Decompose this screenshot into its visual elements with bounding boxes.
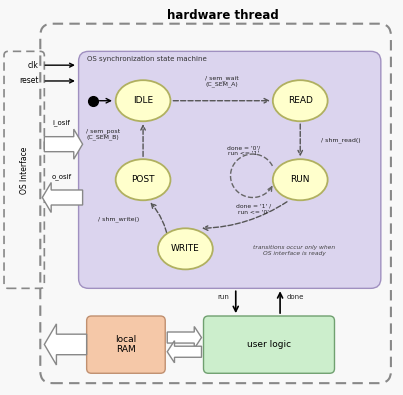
- FancyBboxPatch shape: [204, 316, 334, 373]
- Text: / sem_wait
(C_SEM_A): / sem_wait (C_SEM_A): [205, 75, 239, 87]
- Ellipse shape: [273, 159, 328, 200]
- Text: / shm_read(): / shm_read(): [321, 137, 360, 143]
- Polygon shape: [42, 182, 83, 213]
- Text: OS Interface: OS Interface: [20, 146, 29, 194]
- Polygon shape: [44, 324, 87, 365]
- Text: OS synchronization state machine: OS synchronization state machine: [87, 56, 206, 62]
- Text: user logic: user logic: [247, 340, 291, 349]
- Text: IDLE: IDLE: [133, 96, 153, 105]
- Text: local
RAM: local RAM: [115, 335, 137, 354]
- Text: o_osif: o_osif: [52, 173, 71, 180]
- Ellipse shape: [273, 80, 328, 121]
- Text: / sem_post
(C_SEM_B): / sem_post (C_SEM_B): [86, 128, 120, 140]
- Text: done = '1' /
run <= '0': done = '1' / run <= '0': [236, 204, 272, 215]
- Text: WRITE: WRITE: [171, 245, 200, 253]
- Ellipse shape: [158, 228, 213, 269]
- Text: run: run: [218, 294, 230, 300]
- Text: done: done: [286, 294, 303, 300]
- Text: hardware thread: hardware thread: [167, 9, 278, 22]
- Text: RUN: RUN: [291, 175, 310, 184]
- Ellipse shape: [116, 80, 170, 121]
- Text: POST: POST: [131, 175, 155, 184]
- Text: reset: reset: [19, 77, 38, 85]
- Text: / shm_write(): / shm_write(): [98, 216, 139, 222]
- Polygon shape: [44, 129, 83, 159]
- Ellipse shape: [116, 159, 170, 200]
- Text: i_osif: i_osif: [52, 120, 71, 126]
- Polygon shape: [167, 326, 202, 349]
- Polygon shape: [167, 340, 202, 363]
- Text: done = '0'/
run <= '1': done = '0'/ run <= '1': [227, 145, 260, 156]
- Text: transitions occur only when
OS interface is ready: transitions occur only when OS interface…: [253, 245, 335, 256]
- FancyBboxPatch shape: [79, 51, 381, 288]
- Text: clk: clk: [27, 61, 38, 70]
- Text: READ: READ: [288, 96, 313, 105]
- FancyBboxPatch shape: [87, 316, 165, 373]
